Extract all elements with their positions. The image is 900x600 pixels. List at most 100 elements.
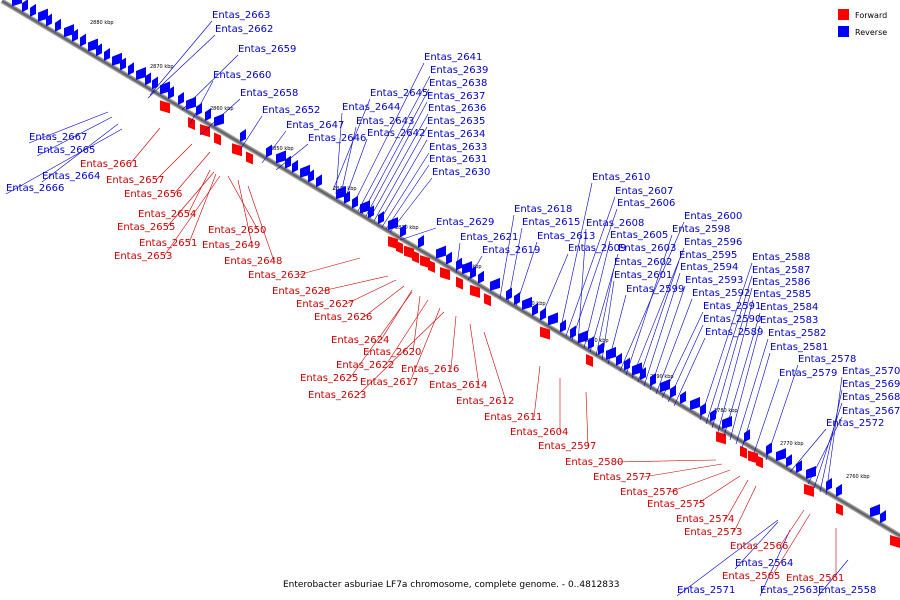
reverse-gene-label[interactable]: Entas_2637 (427, 91, 485, 102)
reverse-gene-label[interactable]: Entas_2635 (427, 116, 485, 127)
reverse-gene-glyph[interactable] (548, 312, 558, 326)
forward-gene-label[interactable]: Entas_2577 (593, 472, 651, 483)
reverse-gene-label[interactable]: Entas_2569 (842, 379, 900, 390)
forward-gene-glyph[interactable] (412, 250, 419, 264)
forward-gene-glyph[interactable] (756, 455, 763, 469)
forward-gene-glyph[interactable] (470, 284, 480, 298)
reverse-gene-glyph[interactable] (722, 416, 732, 429)
reverse-gene-label[interactable]: Entas_2613 (537, 231, 595, 242)
reverse-gene-label[interactable]: Entas_2667 (29, 132, 87, 143)
reverse-gene-glyph[interactable] (640, 367, 646, 381)
reverse-gene-glyph[interactable] (120, 57, 126, 71)
forward-gene-label[interactable]: Entas_2614 (429, 380, 487, 391)
reverse-gene-glyph[interactable] (660, 379, 670, 393)
forward-gene-label[interactable]: Entas_2649 (202, 240, 260, 251)
reverse-gene-glyph[interactable] (680, 390, 686, 404)
reverse-gene-glyph[interactable] (578, 330, 588, 344)
reverse-gene-label[interactable]: Entas_2606 (617, 198, 675, 209)
forward-gene-label[interactable]: Entas_2632 (248, 270, 306, 281)
forward-gene-glyph[interactable] (890, 535, 900, 549)
reverse-gene-glyph[interactable] (22, 0, 28, 13)
forward-gene-glyph[interactable] (540, 326, 550, 340)
reverse-gene-label[interactable]: Entas_2607 (615, 186, 673, 197)
reverse-gene-label[interactable]: Entas_2558 (818, 585, 876, 596)
forward-gene-label[interactable]: Entas_2580 (565, 457, 623, 468)
reverse-gene-label[interactable]: Entas_2636 (428, 103, 486, 114)
reverse-gene-glyph[interactable] (316, 174, 322, 188)
reverse-gene-glyph[interactable] (266, 144, 272, 158)
reverse-gene-glyph[interactable] (168, 86, 174, 100)
reverse-gene-label[interactable]: Entas_2629 (436, 217, 494, 228)
reverse-gene-glyph[interactable] (540, 307, 546, 321)
reverse-gene-glyph[interactable] (55, 18, 61, 32)
reverse-gene-label[interactable]: Entas_2643 (356, 116, 414, 127)
reverse-gene-label[interactable]: Entas_2618 (514, 204, 572, 215)
reverse-gene-glyph[interactable] (88, 38, 98, 52)
reverse-gene-label[interactable]: Entas_2630 (432, 167, 490, 178)
forward-gene-glyph[interactable] (160, 100, 170, 114)
forward-gene-glyph[interactable] (804, 483, 814, 497)
reverse-gene-glyph[interactable] (96, 43, 102, 57)
reverse-gene-glyph[interactable] (152, 76, 158, 90)
reverse-gene-label[interactable]: Entas_2664 (42, 171, 100, 182)
forward-gene-label[interactable]: Entas_2597 (538, 441, 596, 452)
reverse-gene-label[interactable]: Entas_2658 (240, 88, 298, 99)
reverse-gene-glyph[interactable] (522, 296, 532, 310)
reverse-gene-label[interactable]: Entas_2578 (798, 354, 856, 365)
reverse-gene-label[interactable]: Entas_2609 (568, 243, 626, 254)
forward-gene-glyph[interactable] (586, 354, 593, 368)
reverse-gene-glyph[interactable] (478, 270, 484, 284)
reverse-gene-label[interactable]: Entas_2594 (680, 262, 738, 273)
reverse-gene-label[interactable]: Entas_2583 (760, 315, 818, 326)
forward-gene-label[interactable]: Entas_2653 (114, 251, 172, 262)
forward-gene-glyph[interactable] (404, 245, 414, 259)
forward-gene-glyph[interactable] (716, 431, 726, 445)
reverse-gene-label[interactable]: Entas_2608 (586, 218, 644, 229)
reverse-gene-label[interactable]: Entas_2593 (685, 275, 743, 286)
forward-gene-label[interactable]: Entas_2655 (117, 222, 175, 233)
reverse-gene-glyph[interactable] (744, 429, 750, 443)
reverse-gene-label[interactable]: Entas_2619 (482, 245, 540, 256)
reverse-gene-glyph[interactable] (776, 448, 786, 462)
reverse-gene-label[interactable]: Entas_2571 (677, 585, 735, 596)
reverse-gene-label[interactable]: Entas_2592 (692, 288, 750, 299)
reverse-gene-label[interactable]: Entas_2570 (842, 366, 900, 377)
reverse-gene-label[interactable]: Entas_2615 (522, 217, 580, 228)
reverse-gene-label[interactable]: Entas_2647 (286, 120, 344, 131)
reverse-gene-label[interactable]: Entas_2572 (826, 418, 884, 429)
reverse-gene-label[interactable]: Entas_2652 (262, 105, 320, 116)
reverse-gene-glyph[interactable] (186, 96, 196, 110)
reverse-gene-label[interactable]: Entas_2602 (614, 257, 672, 268)
reverse-gene-label[interactable]: Entas_2610 (592, 172, 650, 183)
reverse-gene-glyph[interactable] (240, 128, 246, 142)
reverse-gene-glyph[interactable] (796, 460, 802, 474)
forward-gene-label[interactable]: Entas_2604 (510, 427, 568, 438)
reverse-gene-label[interactable]: Entas_2659 (238, 44, 296, 55)
reverse-gene-glyph[interactable] (836, 483, 842, 497)
reverse-gene-label[interactable]: Entas_2586 (752, 277, 810, 288)
reverse-gene-glyph[interactable] (786, 454, 792, 468)
forward-gene-glyph[interactable] (740, 445, 747, 459)
reverse-gene-label[interactable]: Entas_2591 (703, 301, 761, 312)
forward-gene-glyph[interactable] (420, 255, 430, 269)
reverse-gene-label[interactable]: Entas_2641 (424, 52, 482, 63)
reverse-gene-glyph[interactable] (588, 336, 594, 350)
reverse-gene-glyph[interactable] (598, 342, 604, 356)
reverse-gene-glyph[interactable] (308, 169, 314, 183)
reverse-gene-glyph[interactable] (196, 102, 202, 116)
forward-gene-label[interactable]: Entas_2648 (224, 256, 282, 267)
forward-gene-glyph[interactable] (748, 450, 758, 464)
forward-gene-label[interactable]: Entas_2626 (314, 312, 372, 323)
reverse-gene-glyph[interactable] (388, 217, 398, 231)
forward-gene-label[interactable]: Entas_2617 (360, 377, 418, 388)
forward-gene-label[interactable]: Entas_2622 (336, 360, 394, 371)
reverse-gene-glyph[interactable] (205, 108, 211, 122)
reverse-gene-glyph[interactable] (710, 408, 716, 422)
forward-gene-label[interactable]: Entas_2612 (456, 396, 514, 407)
reverse-gene-glyph[interactable] (80, 33, 86, 47)
forward-gene-glyph[interactable] (836, 502, 843, 516)
reverse-gene-glyph[interactable] (12, 0, 22, 7)
reverse-gene-label[interactable]: Entas_2595 (679, 250, 737, 261)
forward-gene-label[interactable]: Entas_2661 (80, 159, 138, 170)
forward-gene-label[interactable]: Entas_2611 (484, 412, 542, 423)
